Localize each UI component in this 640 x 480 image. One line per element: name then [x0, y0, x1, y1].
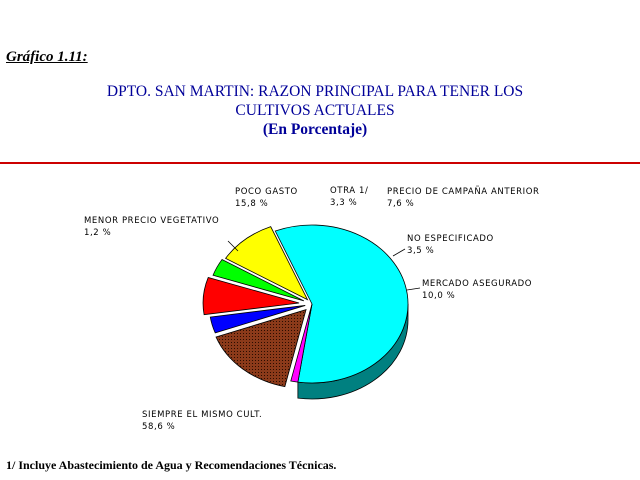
pie-slice-mercado-asegurado	[224, 226, 309, 301]
slice-value-otra-1: 3,3 %	[330, 198, 357, 208]
pie-slice-otra-1	[209, 305, 306, 334]
chart-title-line-1: DPTO. SAN MARTIN: RAZON PRINCIPAL PARA T…	[106, 83, 524, 100]
slice-label-siempre-el-mismo-cult: SIEMPRE EL MISMO CULT.	[142, 410, 262, 420]
figure-label: Gráfico 1.11:	[6, 49, 88, 65]
slice-value-siempre-el-mismo-cult: 58,6 %	[142, 422, 175, 432]
slice-label-poco-gasto: POCO GASTO	[235, 187, 298, 197]
pie-labels: SIEMPRE EL MISMO CULT. 58,6 % MENOR PRECIO…	[84, 186, 540, 432]
slice-label-mercado-asegurado: MERCADO ASEGURADO	[422, 279, 532, 289]
pie-slice-no-especificado	[212, 259, 305, 302]
slice-value-no-especificado: 3,5 %	[407, 246, 434, 256]
pie-slices	[202, 224, 409, 400]
chart-title-line-2: CULTIVOS ACTUALES	[235, 102, 395, 119]
slice-value-poco-gasto: 15,8 %	[235, 199, 268, 209]
slice-label-menor-precio-vegetativo: MENOR PRECIO VEGETATIVO	[84, 216, 219, 226]
pie-slice-siempre-el-mismo-cult	[274, 224, 409, 384]
chart-title-block: DPTO. SAN MARTIN: RAZON PRINCIPAL PARA T…	[0, 82, 630, 139]
slice-value-precio-de-campana-anterior: 7,6 %	[387, 199, 414, 209]
leader-line-no-especificado	[392, 248, 406, 257]
pie-slice-menor-precio-vegetativo	[290, 303, 313, 383]
leader-line-menor-precio-vegetativo	[227, 240, 239, 252]
chart-subtitle: (En Porcentaje)	[262, 121, 368, 138]
title-divider	[0, 162, 640, 164]
slice-value-menor-precio-vegetativo: 1,2 %	[84, 228, 111, 238]
footnote: 1/ Incluye Abastecimiento de Agua y Reco…	[6, 458, 337, 472]
slice-label-precio-de-campana-anterior: PRECIO DE CAMPAÑA ANTERIOR	[387, 186, 540, 197]
slice-label-no-especificado: NO ESPECIFICADO	[407, 234, 494, 244]
pie-slice-poco-gasto	[215, 308, 307, 388]
slice-value-mercado-asegurado: 10,0 %	[422, 291, 455, 301]
leader-line-mercado-asegurado	[406, 287, 421, 291]
pie-slice-precio-de-campana-anterior	[202, 276, 300, 316]
slice-label-otra-1: OTRA 1/	[330, 186, 368, 196]
